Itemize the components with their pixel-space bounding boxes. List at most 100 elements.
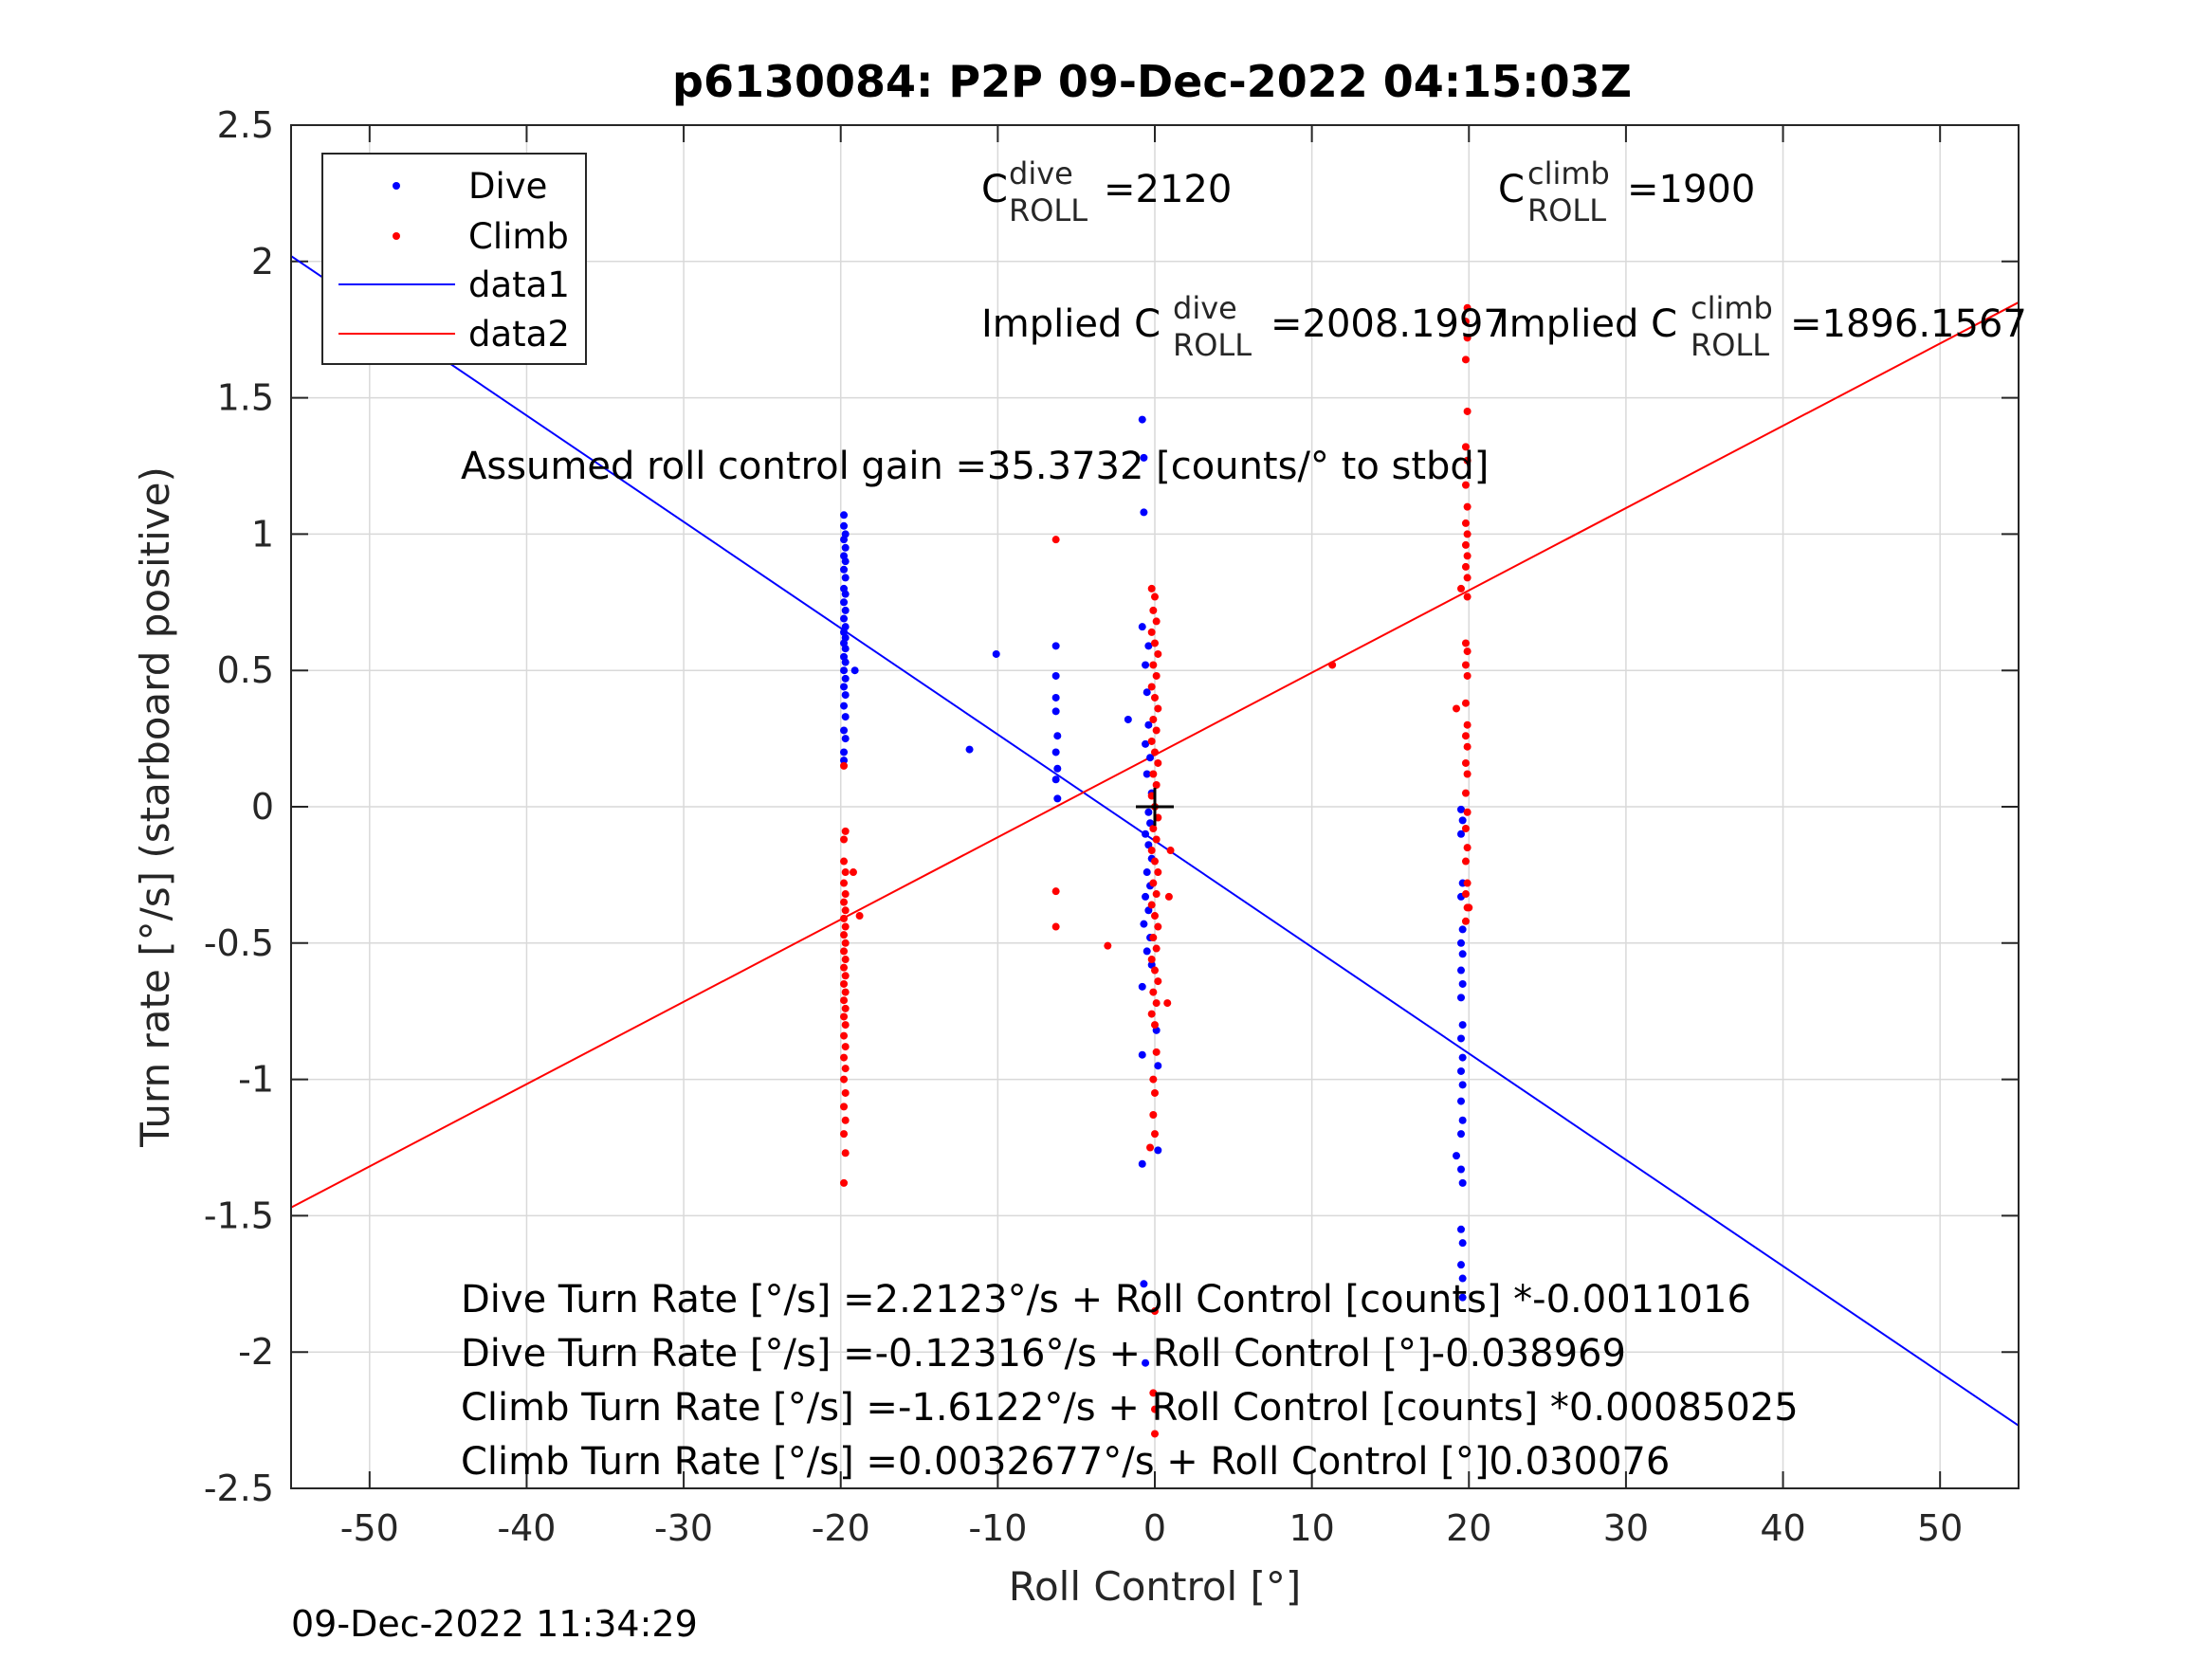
point-climb (1151, 1405, 1159, 1413)
point-dive (1138, 1159, 1146, 1168)
point-climb (1151, 966, 1159, 975)
legend-marker-dive (393, 182, 400, 190)
point-dive (1456, 1066, 1465, 1075)
point-dive (1144, 808, 1153, 816)
point-dive (1142, 892, 1150, 901)
y-tick-label: -2.5 (204, 1468, 274, 1509)
y-tick-labels: 2.5 2 1.5 1 0.5 0 -0.5 -1 -1.5 -2 -2.5 (204, 104, 274, 1509)
equation-dive-counts: Dive Turn Rate [°/s] =2.2123°/s + Roll C… (461, 1278, 1751, 1322)
point-dive (1458, 1274, 1467, 1283)
point-dive (840, 748, 849, 757)
point-dive (1458, 1239, 1467, 1248)
point-climb (1461, 443, 1470, 451)
implied-dive-base: Implied C (981, 302, 1161, 346)
c-climb-sup: climb (1527, 155, 1610, 191)
legend-climb-label: Climb (468, 216, 569, 257)
point-climb (840, 1130, 849, 1139)
point-dive (840, 726, 849, 735)
legend-data2-label: data2 (468, 314, 570, 355)
point-climb (1461, 699, 1470, 707)
point-climb (1463, 552, 1472, 560)
point-climb (1149, 1110, 1158, 1119)
x-tick-label: -50 (340, 1507, 399, 1549)
point-dive (1456, 1130, 1465, 1139)
point-dive (1154, 1062, 1162, 1070)
point-climb (1154, 922, 1162, 931)
point-dive (1458, 950, 1467, 958)
chart-title: p6130084: P2P 09-Dec-2022 04:15:03Z (672, 56, 1632, 107)
point-climb (840, 979, 849, 988)
point-dive (1458, 925, 1467, 934)
point-climb (1147, 847, 1156, 855)
point-climb (1463, 647, 1472, 656)
y-tick-label: 2.5 (217, 104, 274, 146)
point-climb (1152, 617, 1161, 626)
point-climb (1051, 887, 1060, 896)
point-climb (1463, 671, 1472, 680)
point-climb (1147, 901, 1156, 909)
x-axis-label: Roll Control [°] (1009, 1563, 1302, 1610)
point-climb (840, 857, 849, 866)
point-climb (1465, 903, 1473, 912)
point-climb (840, 1103, 849, 1111)
point-climb (1051, 536, 1060, 544)
point-climb (1463, 720, 1472, 729)
y-tick-label: 1.5 (217, 377, 274, 419)
point-dive (1458, 1053, 1467, 1062)
point-dive (1456, 1097, 1465, 1105)
point-dive (1051, 748, 1060, 757)
point-climb (840, 1031, 849, 1040)
point-dive (841, 691, 850, 700)
point-dive (1053, 732, 1062, 740)
y-tick-label: 2 (251, 241, 274, 283)
point-climb (1463, 844, 1472, 852)
point-dive (1456, 830, 1465, 838)
point-dive (840, 521, 849, 530)
point-climb (1461, 789, 1470, 797)
point-climb (840, 914, 849, 922)
point-dive (1453, 1152, 1461, 1160)
annotation-implied-dive: Implied C dive ROLL =2008.1997 (981, 290, 1508, 363)
point-climb (840, 1075, 849, 1084)
point-climb (1149, 606, 1158, 614)
point-climb (1151, 639, 1159, 647)
point-climb (1149, 988, 1158, 996)
point-dive (841, 658, 850, 666)
point-dive (1458, 1293, 1467, 1302)
legend: Dive Climb data1 data2 (321, 153, 587, 365)
point-climb (1154, 977, 1162, 986)
y-tick-label: 0.5 (217, 649, 274, 691)
point-climb (1461, 356, 1470, 364)
point-climb (840, 879, 849, 887)
point-dive (1140, 920, 1148, 928)
point-dive (1143, 947, 1151, 956)
point-climb (1463, 303, 1472, 312)
point-climb (1463, 770, 1472, 778)
point-climb (1461, 917, 1470, 925)
point-dive (850, 666, 859, 675)
point-dive (992, 649, 1000, 658)
point-climb (841, 1043, 850, 1051)
implied-dive-sub: ROLL (1173, 327, 1252, 363)
point-climb (1104, 941, 1112, 950)
point-climb (1149, 661, 1158, 669)
point-climb (1328, 661, 1337, 669)
implied-climb-sup: climb (1691, 290, 1773, 326)
point-climb (841, 868, 850, 877)
point-climb (841, 922, 850, 931)
point-dive (1144, 642, 1153, 650)
point-climb (1152, 780, 1161, 789)
point-climb (1463, 407, 1472, 415)
point-climb (1146, 1143, 1155, 1152)
point-climb (1147, 628, 1156, 636)
point-climb (1149, 770, 1158, 778)
y-tick-label: -2 (238, 1331, 274, 1373)
point-climb (841, 972, 850, 980)
point-climb (1461, 540, 1470, 549)
point-climb (841, 1021, 850, 1030)
y-tick-label: 1 (251, 513, 274, 555)
equation-dive-degrees: Dive Turn Rate [°/s] =-0.12316°/s + Roll… (461, 1332, 1626, 1376)
point-dive (840, 614, 849, 623)
point-dive (841, 735, 850, 743)
